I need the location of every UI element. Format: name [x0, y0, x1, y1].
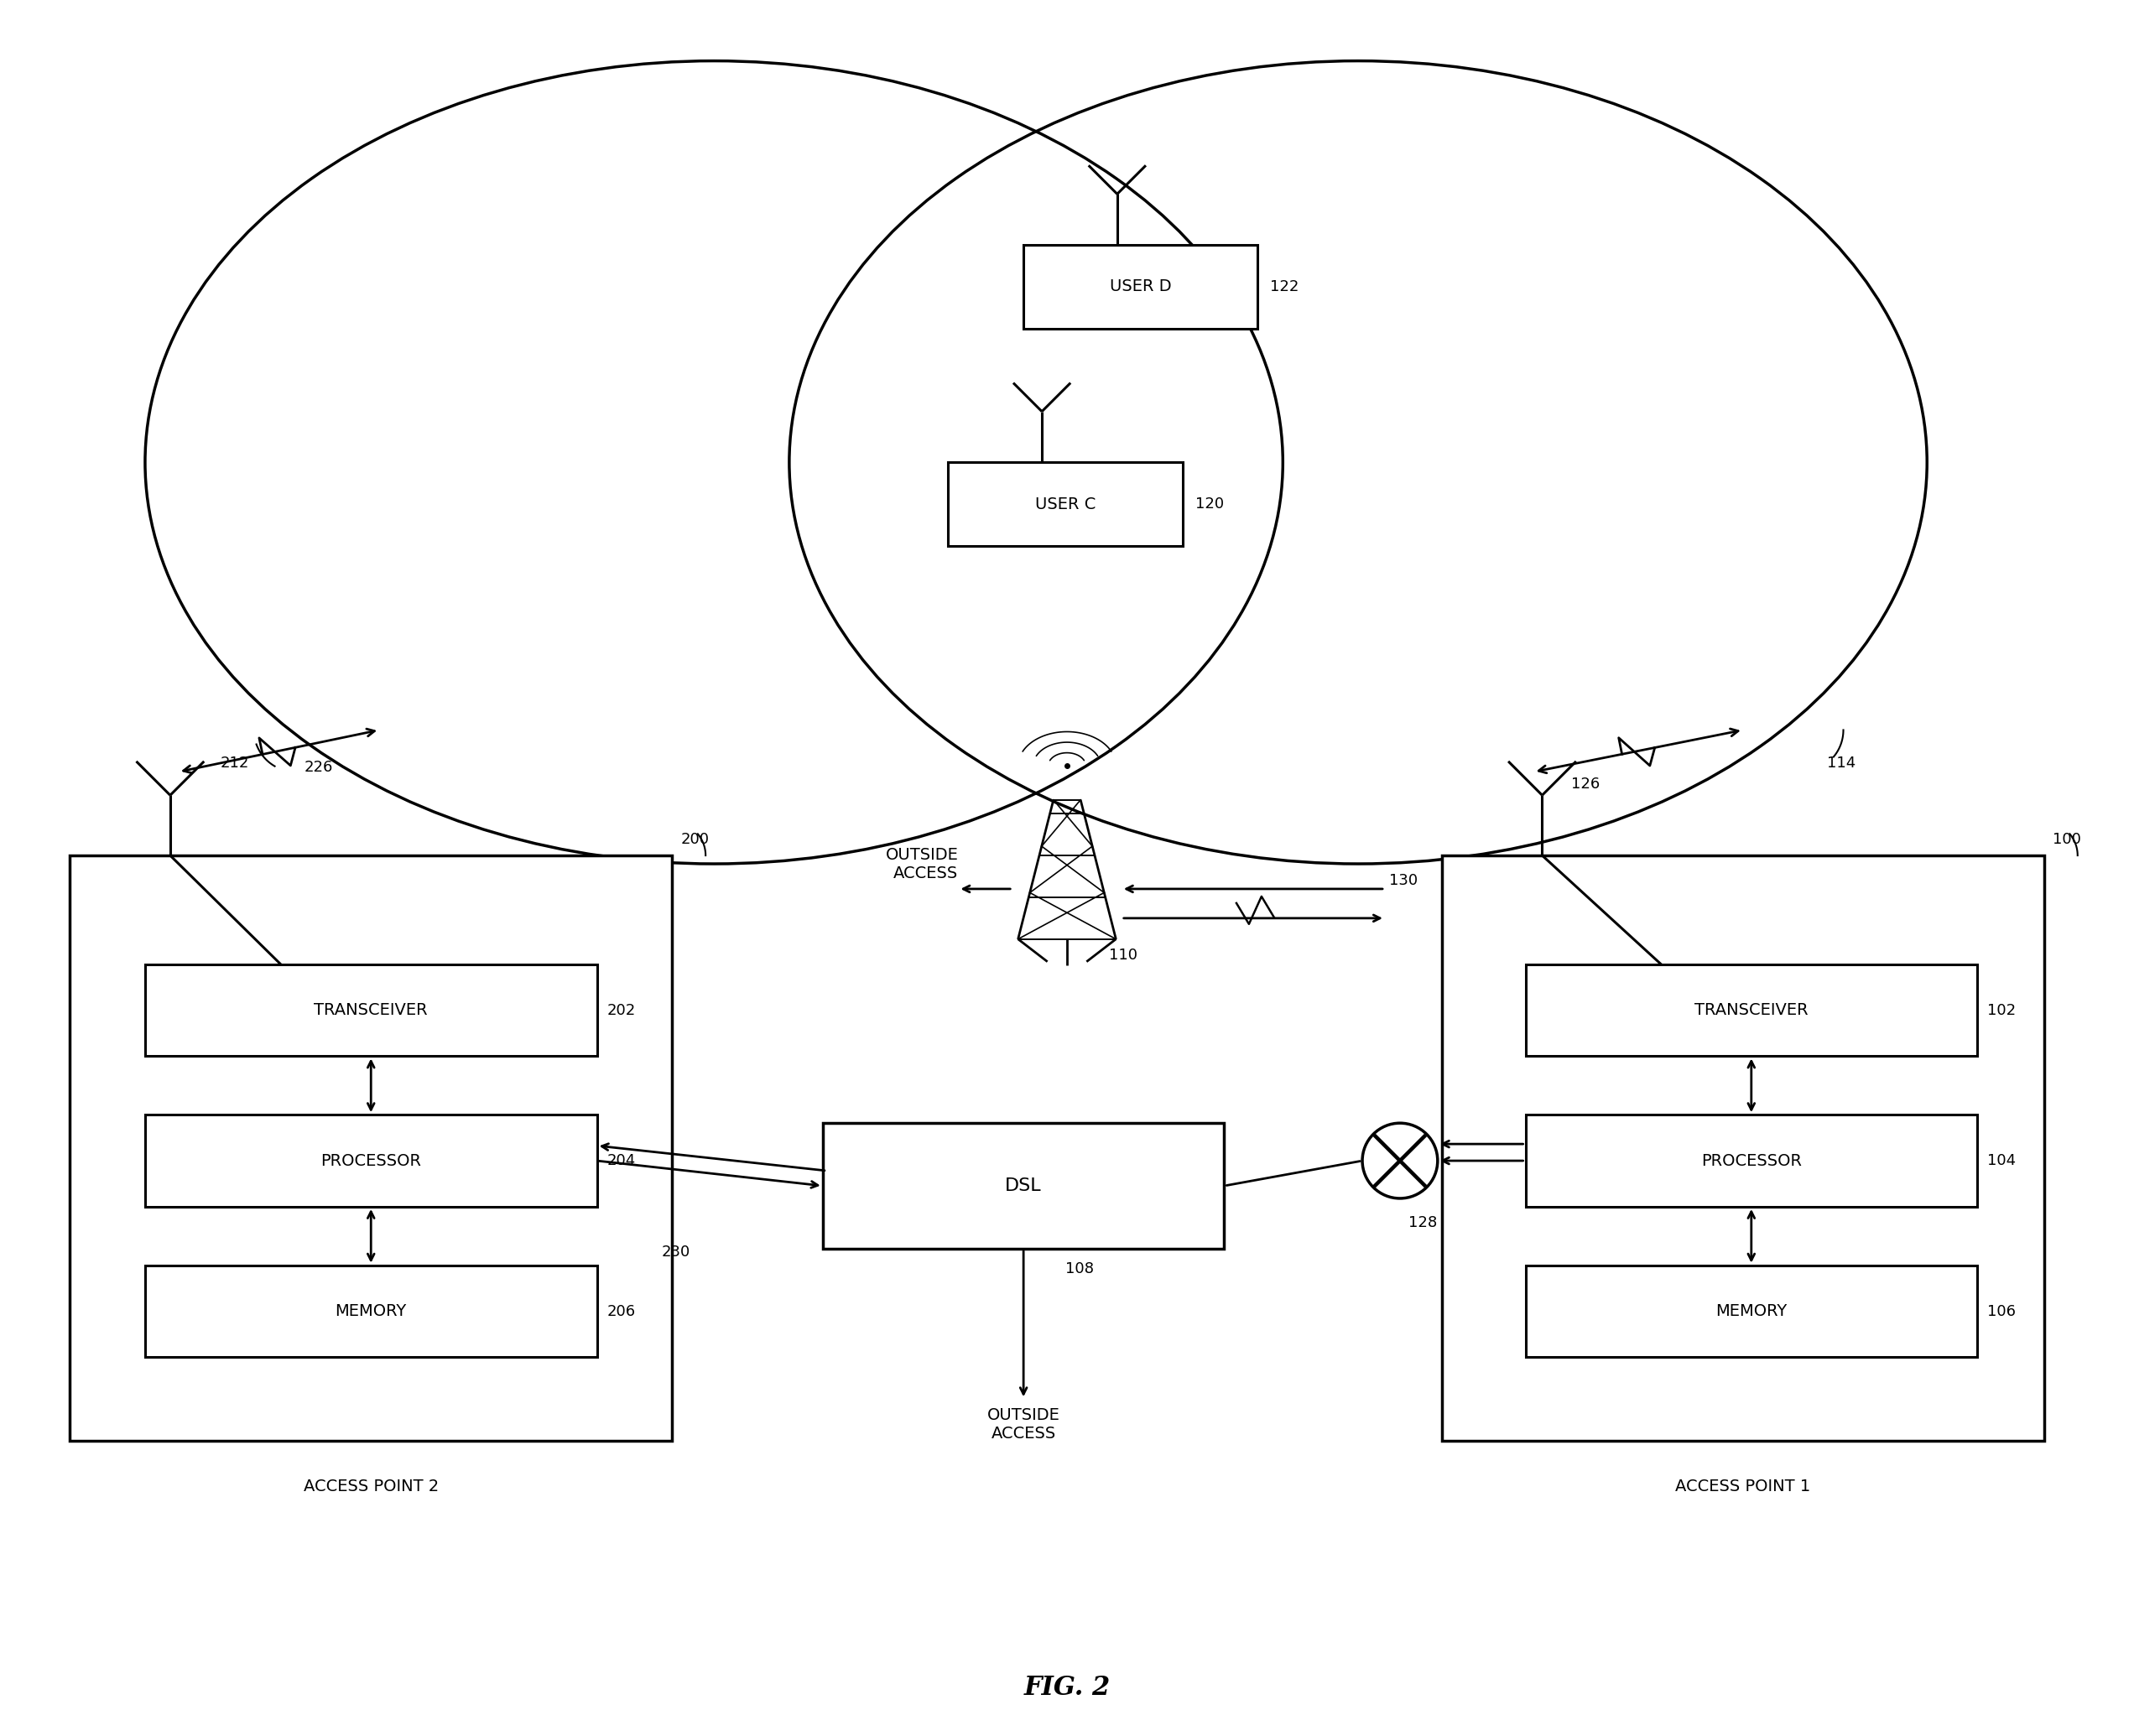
FancyBboxPatch shape: [1526, 1266, 1978, 1358]
Text: ACCESS POINT 2: ACCESS POINT 2: [303, 1479, 440, 1495]
FancyBboxPatch shape: [145, 1115, 598, 1207]
Text: DSL: DSL: [1005, 1177, 1041, 1194]
FancyBboxPatch shape: [70, 856, 672, 1441]
Text: 104: 104: [1987, 1153, 2017, 1168]
FancyBboxPatch shape: [1443, 856, 2044, 1441]
Text: MEMORY: MEMORY: [1716, 1304, 1786, 1319]
Text: 230: 230: [662, 1245, 689, 1260]
FancyBboxPatch shape: [1526, 963, 1978, 1055]
Text: 226: 226: [303, 760, 333, 776]
Text: PROCESSOR: PROCESSOR: [1701, 1153, 1801, 1168]
Text: ACCESS POINT 1: ACCESS POINT 1: [1675, 1479, 1810, 1495]
Text: 128: 128: [1408, 1215, 1436, 1231]
FancyBboxPatch shape: [1024, 245, 1257, 328]
Text: MEMORY: MEMORY: [335, 1304, 408, 1319]
Text: 130: 130: [1389, 873, 1417, 889]
Text: 114: 114: [1827, 755, 1854, 771]
Text: OUTSIDE
ACCESS: OUTSIDE ACCESS: [886, 847, 958, 880]
Text: 206: 206: [606, 1304, 636, 1319]
Text: 204: 204: [606, 1153, 636, 1168]
Text: TRANSCEIVER: TRANSCEIVER: [1694, 1002, 1807, 1017]
Text: 110: 110: [1110, 948, 1137, 962]
FancyBboxPatch shape: [824, 1123, 1225, 1248]
Text: 108: 108: [1065, 1260, 1095, 1276]
Text: 126: 126: [1571, 776, 1600, 792]
Text: 120: 120: [1195, 496, 1223, 512]
Text: 102: 102: [1987, 1003, 2017, 1017]
Text: 200: 200: [681, 832, 708, 847]
Text: USER C: USER C: [1035, 496, 1095, 512]
Text: OUTSIDE
ACCESS: OUTSIDE ACCESS: [988, 1408, 1061, 1443]
Text: 202: 202: [606, 1003, 636, 1017]
Text: 122: 122: [1270, 279, 1300, 295]
Text: 212: 212: [220, 755, 250, 771]
Text: 106: 106: [1987, 1304, 2017, 1319]
Text: 100: 100: [2053, 832, 2081, 847]
FancyBboxPatch shape: [1526, 1115, 1978, 1207]
Text: USER D: USER D: [1110, 279, 1172, 295]
FancyBboxPatch shape: [947, 462, 1182, 547]
FancyBboxPatch shape: [145, 963, 598, 1055]
Text: PROCESSOR: PROCESSOR: [320, 1153, 420, 1168]
FancyBboxPatch shape: [145, 1266, 598, 1358]
Text: FIG. 2: FIG. 2: [1024, 1675, 1110, 1701]
Text: TRANSCEIVER: TRANSCEIVER: [314, 1002, 427, 1017]
